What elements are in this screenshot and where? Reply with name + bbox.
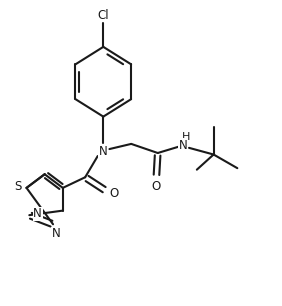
Text: N: N <box>51 227 60 241</box>
Text: N: N <box>179 139 187 152</box>
Text: N: N <box>99 145 108 158</box>
Text: N: N <box>33 207 42 220</box>
Text: S: S <box>14 180 21 193</box>
Text: O: O <box>152 180 161 193</box>
Text: H: H <box>182 132 190 142</box>
Text: O: O <box>110 187 119 200</box>
Text: Cl: Cl <box>98 9 109 21</box>
